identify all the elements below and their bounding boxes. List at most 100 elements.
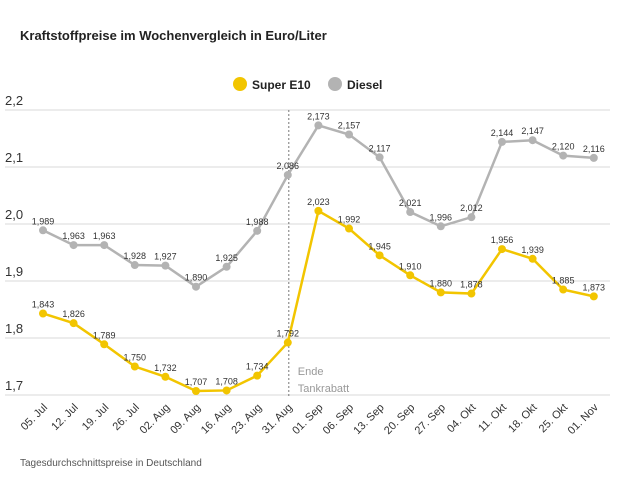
data-point <box>130 362 139 371</box>
x-tick-label: 11. Okt <box>476 402 509 435</box>
data-point <box>253 226 262 235</box>
data-point <box>498 245 506 254</box>
legend-marker <box>233 77 247 91</box>
y-tick-label: 1,8 <box>5 321 23 336</box>
data-label: 1,878 <box>460 280 483 290</box>
data-point <box>253 371 262 380</box>
data-point <box>436 222 445 231</box>
data-label: 2,021 <box>399 198 422 208</box>
data-label: 1,707 <box>185 377 208 387</box>
data-point <box>559 151 568 160</box>
y-tick-label: 1,9 <box>5 264 23 279</box>
data-label: 1,910 <box>399 261 422 271</box>
data-label: 2,173 <box>307 111 330 121</box>
data-label: 1,890 <box>185 273 208 283</box>
data-label: 2,116 <box>583 144 605 154</box>
x-tick-label: 01. Nov <box>566 401 602 437</box>
data-point <box>498 137 506 146</box>
data-label: 2,144 <box>491 128 514 138</box>
data-label: 1,885 <box>552 276 575 286</box>
data-label: 1,939 <box>521 245 544 255</box>
data-label: 1,880 <box>430 278 453 288</box>
x-tick-label: 12. Jul <box>49 402 80 433</box>
data-point <box>436 288 445 297</box>
annotation-text: Tankrabatt <box>298 383 349 395</box>
data-point <box>375 251 384 260</box>
data-label: 1,963 <box>93 231 116 241</box>
data-label: 1,963 <box>62 231 85 241</box>
data-point <box>69 319 78 328</box>
data-label: 1,843 <box>32 299 55 309</box>
x-tick-label: 19. Jul <box>80 402 111 433</box>
data-point <box>375 153 384 162</box>
data-point <box>589 153 598 162</box>
data-point <box>222 386 231 395</box>
data-label: 2,086 <box>277 161 300 171</box>
data-label: 2,012 <box>460 203 483 213</box>
data-point <box>161 261 170 270</box>
data-label: 1,956 <box>491 235 514 245</box>
data-label: 2,157 <box>338 121 361 131</box>
chart-footnote: Tagesdurchschnittspreise in Deutschland <box>20 458 202 469</box>
data-label: 1,988 <box>246 217 269 227</box>
data-label: 1,873 <box>583 282 606 292</box>
data-label: 1,789 <box>93 330 116 340</box>
x-tick-label: 27. Sep <box>413 402 448 437</box>
data-label: 1,925 <box>215 253 238 263</box>
data-point <box>283 170 292 179</box>
chart-title: Kraftstoffpreise im Wochenvergleich in E… <box>20 28 327 43</box>
x-tick-label: 20. Sep <box>382 402 417 437</box>
data-label: 2,117 <box>369 143 391 153</box>
data-label: 1,992 <box>338 215 361 225</box>
y-tick-label: 2,0 <box>5 207 23 222</box>
data-point <box>589 292 598 301</box>
x-tick-label: 16. Aug <box>199 402 234 437</box>
data-point <box>345 130 353 139</box>
data-point <box>406 208 415 217</box>
data-point <box>406 271 415 280</box>
y-tick-label: 2,2 <box>5 93 23 108</box>
y-tick-label: 2,1 <box>5 150 23 165</box>
legend-label: Diesel <box>347 78 382 92</box>
data-label: 1,732 <box>154 363 177 373</box>
data-point <box>69 241 78 250</box>
data-point <box>100 241 109 250</box>
x-tick-label: 31. Aug <box>260 402 295 437</box>
x-tick-label: 18. Okt <box>506 402 540 436</box>
data-label: 1,750 <box>124 353 147 363</box>
data-label: 2,120 <box>552 142 575 152</box>
annotation-text: Ende <box>298 366 324 378</box>
data-label: 1,945 <box>368 241 391 251</box>
y-tick-label: 1,7 <box>5 378 23 393</box>
data-point <box>467 213 476 222</box>
data-label: 1,708 <box>215 376 238 386</box>
data-point <box>314 121 323 130</box>
legend-marker <box>328 77 342 91</box>
data-point <box>528 136 537 145</box>
x-tick-label: 05. Jul <box>19 402 50 433</box>
data-point <box>559 285 568 294</box>
x-tick-label: 09. Aug <box>168 402 203 437</box>
x-tick-label: 01. Sep <box>290 402 325 437</box>
data-label: 1,792 <box>277 329 300 339</box>
data-label: 1,734 <box>246 362 269 372</box>
data-label: 1,989 <box>32 216 55 226</box>
data-point <box>100 340 109 349</box>
x-tick-label: 13. Sep <box>351 402 386 437</box>
data-point <box>192 282 200 291</box>
x-tick-label: 06. Sep <box>321 402 356 437</box>
data-label: 2,147 <box>521 126 544 136</box>
data-point <box>283 338 292 347</box>
data-point <box>528 254 537 263</box>
data-point <box>39 309 47 318</box>
legend-label: Super E10 <box>252 78 311 92</box>
x-tick-label: 25. Okt <box>537 402 571 436</box>
data-point <box>345 224 353 233</box>
data-label: 1,826 <box>62 309 85 319</box>
data-point <box>161 372 170 381</box>
data-point <box>192 387 200 396</box>
data-label: 1,927 <box>154 252 177 262</box>
data-point <box>39 226 47 235</box>
data-label: 2,023 <box>307 197 330 207</box>
